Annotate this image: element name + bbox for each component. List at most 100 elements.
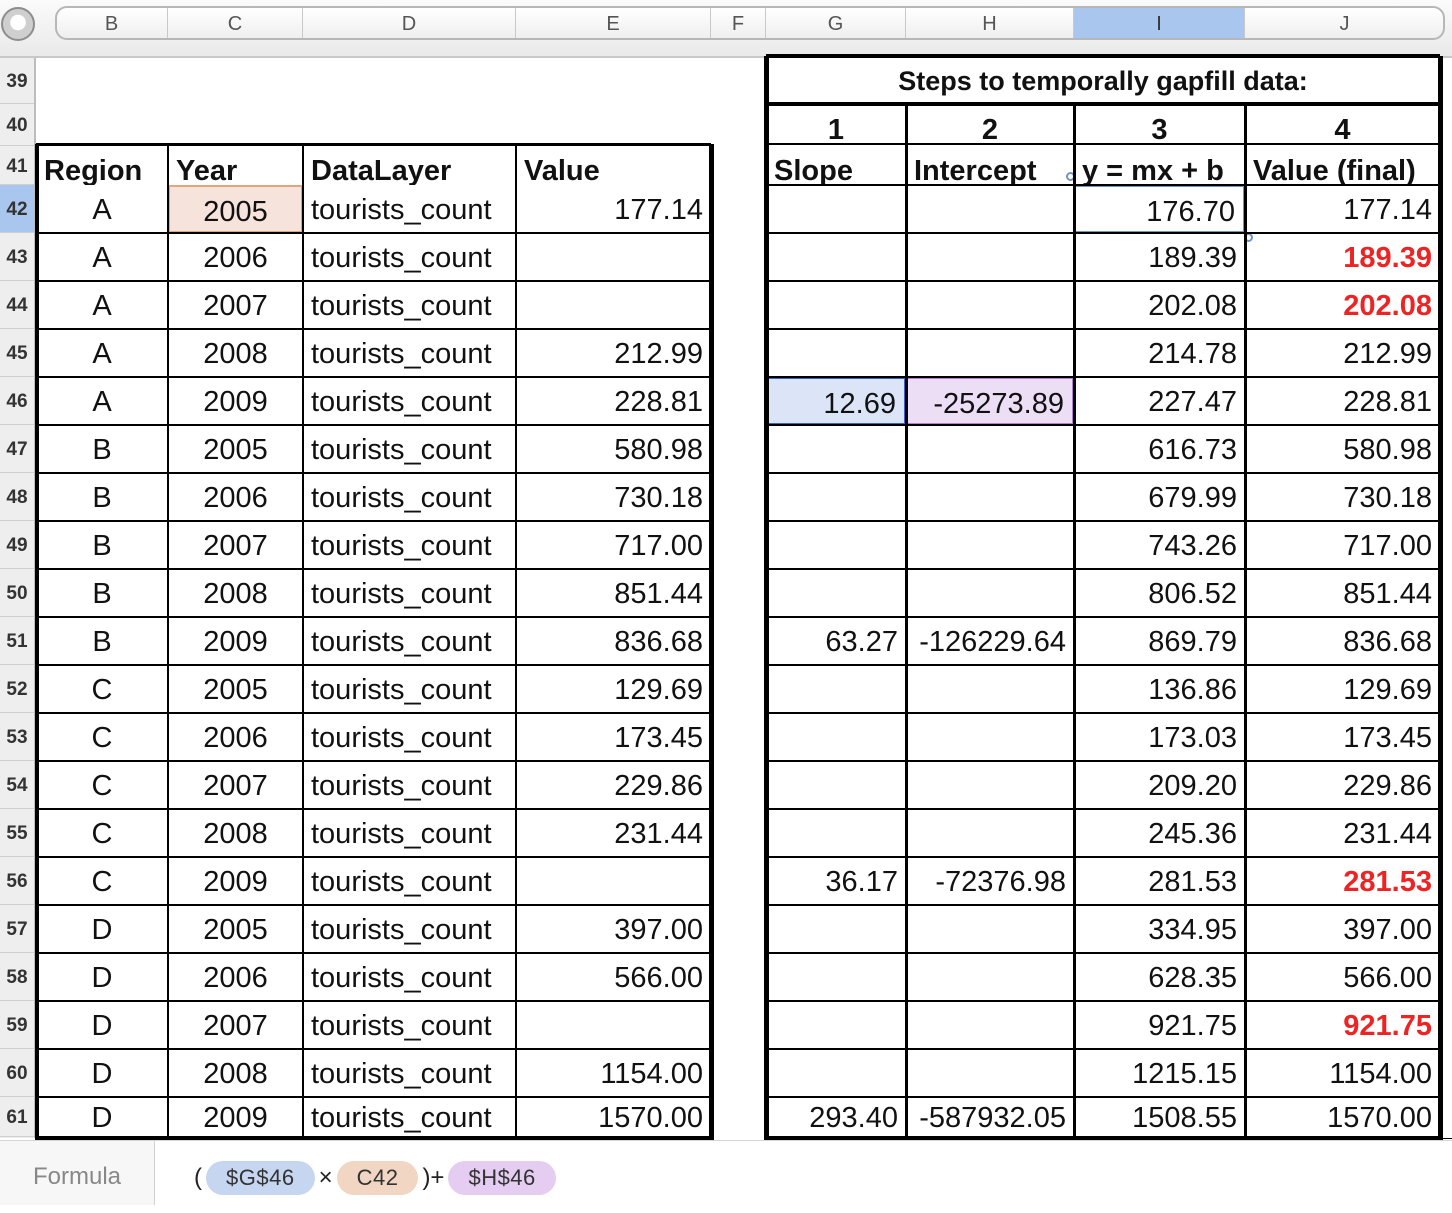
value-cell[interactable]: 1570.00 bbox=[598, 1102, 703, 1134]
intercept-cell[interactable] bbox=[906, 569, 1074, 617]
final-value-cell[interactable]: 836.68 bbox=[1343, 626, 1432, 658]
year-cell[interactable]: 2009 bbox=[203, 386, 268, 418]
row-header-55[interactable]: 55 bbox=[0, 809, 34, 857]
linear-estimate-cell[interactable]: 628.35 bbox=[1148, 962, 1237, 994]
row-header-44[interactable]: 44 bbox=[0, 281, 34, 329]
row-header-53[interactable]: 53 bbox=[0, 713, 34, 761]
region-cell[interactable]: B bbox=[92, 626, 112, 658]
formula-expression[interactable]: ( $G$46 × C42 )+ $H$46 bbox=[190, 1159, 556, 1197]
slope-cell[interactable] bbox=[766, 809, 906, 857]
datalayer-cell[interactable]: tourists_count bbox=[311, 194, 492, 226]
year-cell[interactable]: 2008 bbox=[203, 1058, 268, 1090]
intercept-cell[interactable] bbox=[906, 233, 1074, 281]
row-header-51[interactable]: 51 bbox=[0, 617, 34, 665]
intercept-cell[interactable] bbox=[906, 425, 1074, 473]
row-header-56[interactable]: 56 bbox=[0, 857, 34, 905]
slope-cell[interactable] bbox=[766, 1001, 906, 1049]
final-value-cell[interactable]: 397.00 bbox=[1343, 914, 1432, 946]
final-value-cell[interactable]: 580.98 bbox=[1343, 434, 1432, 466]
intercept-cell[interactable]: -72376.98 bbox=[935, 866, 1066, 898]
slope-cell[interactable]: 293.40 bbox=[809, 1102, 898, 1134]
linear-estimate-cell[interactable]: 743.26 bbox=[1148, 530, 1237, 562]
value-cell[interactable]: 1154.00 bbox=[600, 1058, 703, 1090]
column-header-h[interactable]: H bbox=[906, 8, 1074, 38]
region-cell[interactable]: A bbox=[92, 194, 112, 226]
year-cell[interactable]: 2009 bbox=[203, 1102, 268, 1134]
column-header-g[interactable]: G bbox=[766, 8, 906, 38]
intercept-cell[interactable]: -126229.64 bbox=[919, 626, 1066, 658]
slope-cell[interactable] bbox=[766, 905, 906, 953]
linear-estimate-cell[interactable]: 202.08 bbox=[1148, 290, 1237, 322]
linear-estimate-cell[interactable]: 334.95 bbox=[1148, 914, 1237, 946]
year-cell[interactable]: 2006 bbox=[203, 962, 268, 994]
region-cell[interactable]: B bbox=[92, 482, 112, 514]
year-cell[interactable]: 2007 bbox=[203, 530, 268, 562]
year-cell[interactable]: 2009 bbox=[203, 626, 268, 658]
final-value-cell[interactable]: 228.81 bbox=[1343, 386, 1432, 418]
formula-token-intercept-ref[interactable]: $H$46 bbox=[448, 1161, 556, 1195]
slope-cell[interactable] bbox=[766, 761, 906, 809]
final-value-cell[interactable]: 212.99 bbox=[1343, 338, 1432, 370]
row-header-50[interactable]: 50 bbox=[0, 569, 34, 617]
slope-cell[interactable] bbox=[766, 473, 906, 521]
final-value-cell[interactable]: 717.00 bbox=[1343, 530, 1432, 562]
region-cell[interactable]: C bbox=[91, 770, 113, 802]
datalayer-cell[interactable]: tourists_count bbox=[311, 818, 492, 850]
year-cell[interactable]: 2005 bbox=[168, 185, 303, 233]
linear-estimate-cell[interactable]: 616.73 bbox=[1148, 434, 1237, 466]
slope-cell[interactable]: 12.69 bbox=[766, 377, 906, 425]
datalayer-cell[interactable]: tourists_count bbox=[311, 914, 492, 946]
intercept-cell[interactable] bbox=[906, 329, 1074, 377]
value-cell[interactable]: 229.86 bbox=[614, 770, 703, 802]
row-header-40[interactable]: 40 bbox=[0, 104, 34, 146]
row-header-43[interactable]: 43 bbox=[0, 233, 34, 281]
value-cell[interactable] bbox=[516, 857, 711, 905]
column-header-i[interactable]: I bbox=[1074, 8, 1245, 38]
region-cell[interactable]: B bbox=[92, 530, 112, 562]
final-value-cell[interactable]: 921.75 bbox=[1343, 1010, 1432, 1042]
final-value-cell[interactable]: 202.08 bbox=[1343, 290, 1432, 322]
region-cell[interactable]: C bbox=[91, 722, 113, 754]
intercept-cell[interactable] bbox=[906, 953, 1074, 1001]
year-cell[interactable]: 2005 bbox=[203, 434, 268, 466]
region-cell[interactable]: D bbox=[91, 914, 113, 946]
year-cell[interactable]: 2009 bbox=[203, 866, 268, 898]
datalayer-cell[interactable]: tourists_count bbox=[311, 1102, 492, 1134]
region-cell[interactable]: C bbox=[91, 674, 113, 706]
column-header-f[interactable]: F bbox=[711, 8, 766, 38]
year-cell[interactable]: 2008 bbox=[203, 338, 268, 370]
region-cell[interactable]: D bbox=[91, 1102, 113, 1134]
year-cell[interactable]: 2006 bbox=[203, 242, 268, 274]
intercept-cell[interactable]: -587932.05 bbox=[919, 1102, 1066, 1134]
value-cell[interactable]: 717.00 bbox=[614, 530, 703, 562]
final-value-cell[interactable]: 730.18 bbox=[1343, 482, 1432, 514]
select-all-corner[interactable] bbox=[0, 4, 36, 44]
column-header-e[interactable]: E bbox=[516, 8, 711, 38]
row-header-49[interactable]: 49 bbox=[0, 521, 34, 569]
datalayer-cell[interactable]: tourists_count bbox=[311, 530, 492, 562]
linear-estimate-cell[interactable]: 173.03 bbox=[1148, 722, 1237, 754]
datalayer-cell[interactable]: tourists_count bbox=[311, 674, 492, 706]
final-value-cell[interactable]: 229.86 bbox=[1343, 770, 1432, 802]
value-cell[interactable]: 836.68 bbox=[614, 626, 703, 658]
region-cell[interactable]: A bbox=[92, 290, 112, 322]
intercept-cell[interactable] bbox=[906, 713, 1074, 761]
region-cell[interactable]: D bbox=[91, 962, 113, 994]
year-cell[interactable]: 2007 bbox=[203, 770, 268, 802]
datalayer-cell[interactable]: tourists_count bbox=[311, 290, 492, 322]
linear-estimate-cell[interactable]: 227.47 bbox=[1148, 386, 1237, 418]
slope-cell[interactable] bbox=[766, 569, 906, 617]
year-cell[interactable]: 2008 bbox=[203, 818, 268, 850]
final-value-cell[interactable]: 231.44 bbox=[1343, 818, 1432, 850]
slope-cell[interactable] bbox=[766, 665, 906, 713]
region-cell[interactable]: D bbox=[91, 1010, 113, 1042]
row-header-41[interactable]: 41 bbox=[0, 146, 34, 185]
row-header-54[interactable]: 54 bbox=[0, 761, 34, 809]
datalayer-cell[interactable]: tourists_count bbox=[311, 770, 492, 802]
row-header-57[interactable]: 57 bbox=[0, 905, 34, 953]
value-cell[interactable]: 129.69 bbox=[614, 674, 703, 706]
region-cell[interactable]: B bbox=[92, 578, 112, 610]
linear-estimate-cell[interactable]: 245.36 bbox=[1148, 818, 1237, 850]
row-header-59[interactable]: 59 bbox=[0, 1001, 34, 1049]
year-cell[interactable]: 2007 bbox=[203, 290, 268, 322]
